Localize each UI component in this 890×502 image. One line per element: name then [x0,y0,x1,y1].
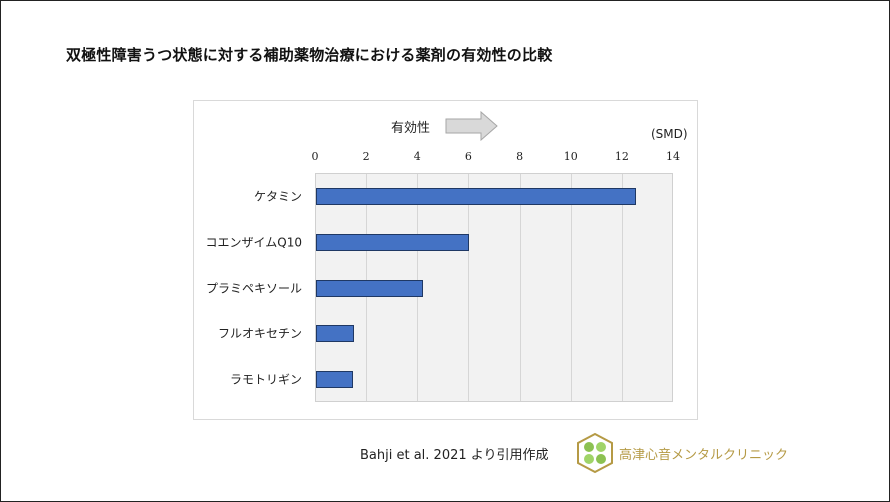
clinic-name: 高津心音メンタルクリニック [619,448,789,463]
effectiveness-label: 有効性 [391,121,431,136]
category-label: フルオキセチン [217,326,302,341]
unit-label: (SMD) [651,127,688,141]
bar [316,233,470,251]
gridline [468,174,470,401]
source-citation: Bahji et al. 2021 より引用作成 [360,448,549,463]
x-tick-label: 4 [413,150,421,163]
page-title: 双極性障害うつ状態に対する補助薬物治療における薬剤の有効性の比較 [66,46,553,64]
category-label: ラモトリギン [229,372,302,387]
category-label: コエンザイムQ10 [205,235,302,250]
x-tick-label: 14 [666,150,680,163]
arrow-right-icon [445,111,498,141]
gridline [621,174,623,401]
x-tick-label: 0 [311,150,319,163]
plot-area [315,173,673,402]
bar [316,325,355,343]
x-tick-label: 8 [516,150,524,163]
category-label: ケタミン [253,189,302,204]
gridline [519,174,521,401]
x-tick-label: 2 [362,150,370,163]
gridline [570,174,572,401]
bar [316,371,354,389]
bar [316,187,636,205]
clinic-logo-icon [577,432,613,474]
x-tick-label: 10 [563,150,578,163]
category-label: プラミペキソール [205,281,302,295]
x-tick-label: 6 [464,150,472,163]
bar [316,279,424,297]
x-tick-label: 12 [614,150,629,163]
